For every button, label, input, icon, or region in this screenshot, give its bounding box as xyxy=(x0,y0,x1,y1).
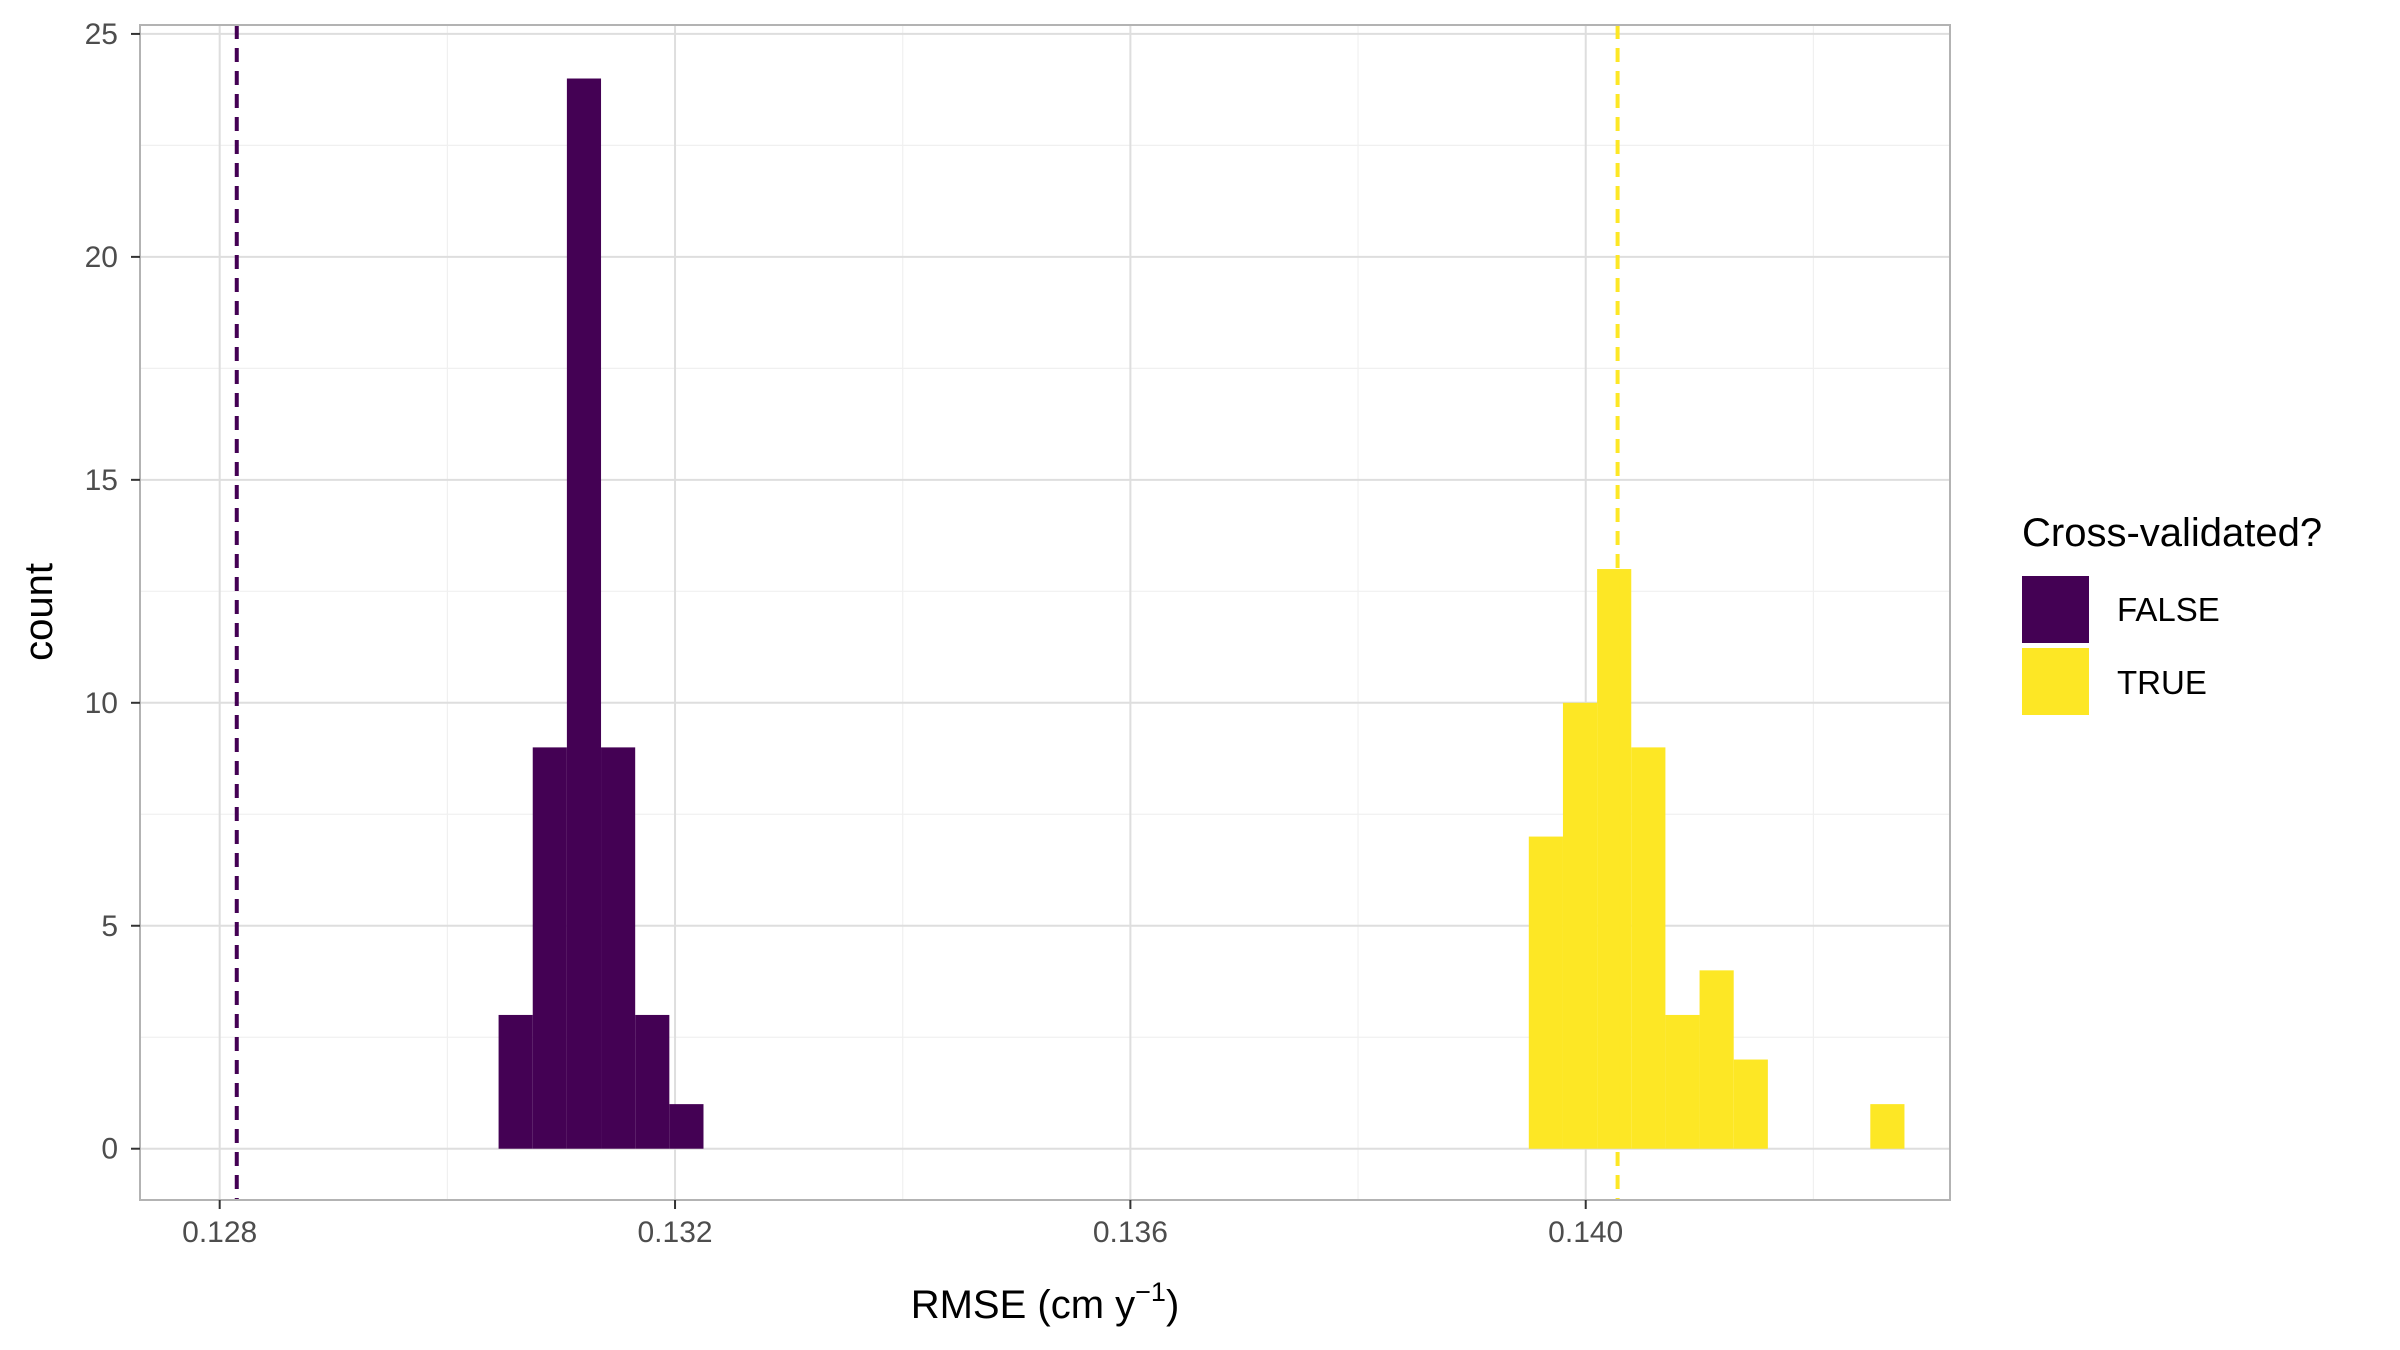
bar-false xyxy=(635,1014,670,1149)
reference-lines xyxy=(234,25,1620,1200)
legend-label-false: FALSE xyxy=(2117,591,2220,628)
histogram-bars xyxy=(498,78,1905,1149)
bar-true xyxy=(1597,569,1632,1149)
bar-true xyxy=(1631,747,1666,1149)
x-tick-label: 0.140 xyxy=(1548,1216,1623,1249)
x-tick-label: 0.136 xyxy=(1093,1216,1168,1249)
y-tick-label: 10 xyxy=(85,687,118,720)
y-tick-label: 25 xyxy=(85,18,118,51)
x-tick-label: 0.128 xyxy=(182,1216,257,1249)
y-axis-ticks: 0 5 10 15 20 25 xyxy=(85,18,140,1166)
bar-false xyxy=(566,78,602,1149)
bar-true xyxy=(1733,1059,1768,1149)
plot-border xyxy=(139,24,1951,1201)
y-tick-label: 0 xyxy=(101,1133,118,1166)
bar-true xyxy=(1699,970,1734,1149)
y-axis-title: count xyxy=(17,563,61,661)
y-tick-label: 5 xyxy=(101,910,118,943)
legend-key-true xyxy=(2022,648,2089,715)
x-tick-label: 0.132 xyxy=(637,1216,712,1249)
bar-true xyxy=(1562,702,1598,1149)
legend-title: Cross-validated? xyxy=(2022,511,2322,555)
y-tick-label: 20 xyxy=(85,241,118,274)
bar-true xyxy=(1528,836,1563,1149)
legend-label-true: TRUE xyxy=(2117,664,2207,701)
legend-key-false xyxy=(2022,576,2089,643)
bar-false xyxy=(532,747,567,1149)
bar-false xyxy=(669,1104,704,1149)
x-axis-ticks: 0.128 0.132 0.136 0.140 xyxy=(182,1200,1623,1249)
x-axis-title: RMSE (cm y−1) xyxy=(911,1277,1180,1327)
bar-true xyxy=(1870,1104,1905,1149)
bar-false xyxy=(601,747,636,1149)
bar-false xyxy=(498,1014,533,1149)
legend: Cross-validated? FALSE TRUE xyxy=(2022,511,2322,715)
major-gridlines xyxy=(140,25,1950,1200)
bar-true xyxy=(1665,1014,1700,1149)
y-tick-label: 15 xyxy=(85,464,118,497)
